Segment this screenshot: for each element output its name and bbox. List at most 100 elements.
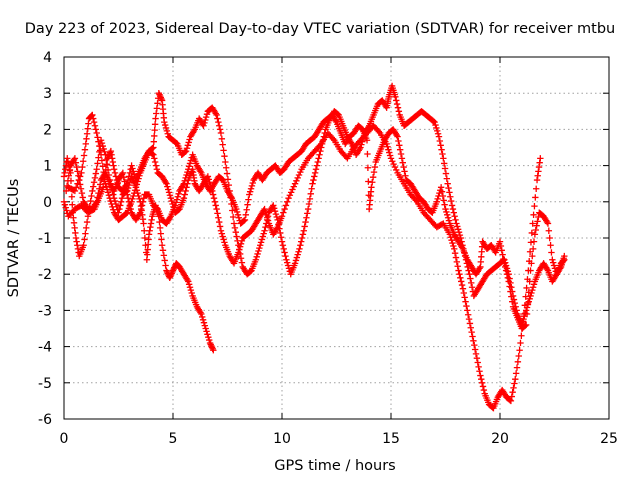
data-point [184,276,191,284]
data-point [283,256,290,263]
data-point [357,144,364,151]
data-point [110,206,117,213]
data-point [197,168,204,175]
x-tick-label: 10 [273,431,291,447]
data-point [217,129,225,137]
data-point [213,205,220,213]
data-point [214,210,221,217]
data-point [214,115,221,122]
data-point [168,270,175,277]
data-point [444,214,452,221]
data-point [248,182,256,190]
data-point [294,174,301,182]
data-point [125,173,133,180]
data-point [548,249,555,256]
data-point [496,238,504,245]
data-point [306,195,314,203]
data-point [259,233,267,240]
data-point [466,320,474,327]
data-point [356,145,363,153]
data-point [453,220,460,227]
data-point [222,158,229,166]
data-point [281,205,288,213]
data-point [62,166,69,173]
data-point [386,152,394,159]
data-point [151,132,158,140]
data-point [221,152,228,160]
data-point [159,247,167,254]
data-point [440,160,448,167]
data-point [185,166,192,173]
data-point [280,245,287,253]
data-point [434,127,441,135]
data-point [70,219,78,226]
data-point [393,97,400,104]
data-point [229,213,237,221]
data-point [387,155,395,162]
data-point [109,203,116,211]
data-point [223,170,231,177]
data-point [447,193,454,200]
data-point [80,242,87,249]
data-point [97,151,105,158]
data-point [137,205,145,213]
data-point [529,252,536,260]
data-point [150,151,157,158]
x-axis-label: GPS time / hours [274,458,395,474]
data-point [297,238,305,245]
data-point [550,262,558,269]
data-point [126,202,134,209]
data-point [392,93,399,101]
data-point [112,173,120,180]
data-point [133,181,141,188]
data-point [530,211,537,219]
data-point [502,263,509,271]
data-point [129,165,136,172]
data-point [149,145,156,152]
data-point [498,247,505,254]
data-point [183,171,190,179]
data-points [60,82,568,412]
data-point [307,190,314,198]
data-point [264,213,272,220]
data-point [289,186,296,193]
data-point [140,220,147,227]
data-point [215,214,222,221]
data-point [282,252,289,260]
data-point [442,205,449,213]
data-point [315,155,322,162]
data-point [98,157,106,164]
data-point [292,257,300,264]
data-point [161,118,168,126]
data-point [506,283,513,290]
data-point [138,202,146,209]
data-point [209,191,217,198]
data-point [224,176,232,183]
data-point [395,137,402,145]
data-point [93,129,100,137]
data-point [246,188,254,195]
data-point [218,135,226,143]
data-point [136,195,143,203]
data-point [132,184,140,191]
data-point [386,149,393,156]
data-point [216,122,223,129]
data-point [514,358,522,366]
data-point [442,170,450,177]
data-point [396,146,404,153]
data-point [184,142,192,149]
data-point [94,160,101,167]
series-arc1 [60,137,217,354]
data-point [89,187,96,195]
data-point [316,151,323,158]
data-point [110,166,118,173]
data-point [164,130,171,137]
y-tick-label: 0 [43,195,52,211]
data-point [441,201,448,208]
data-point [71,224,78,232]
data-point [246,191,253,198]
data-point [208,342,215,350]
data-point [527,239,535,246]
data-point [182,147,190,155]
